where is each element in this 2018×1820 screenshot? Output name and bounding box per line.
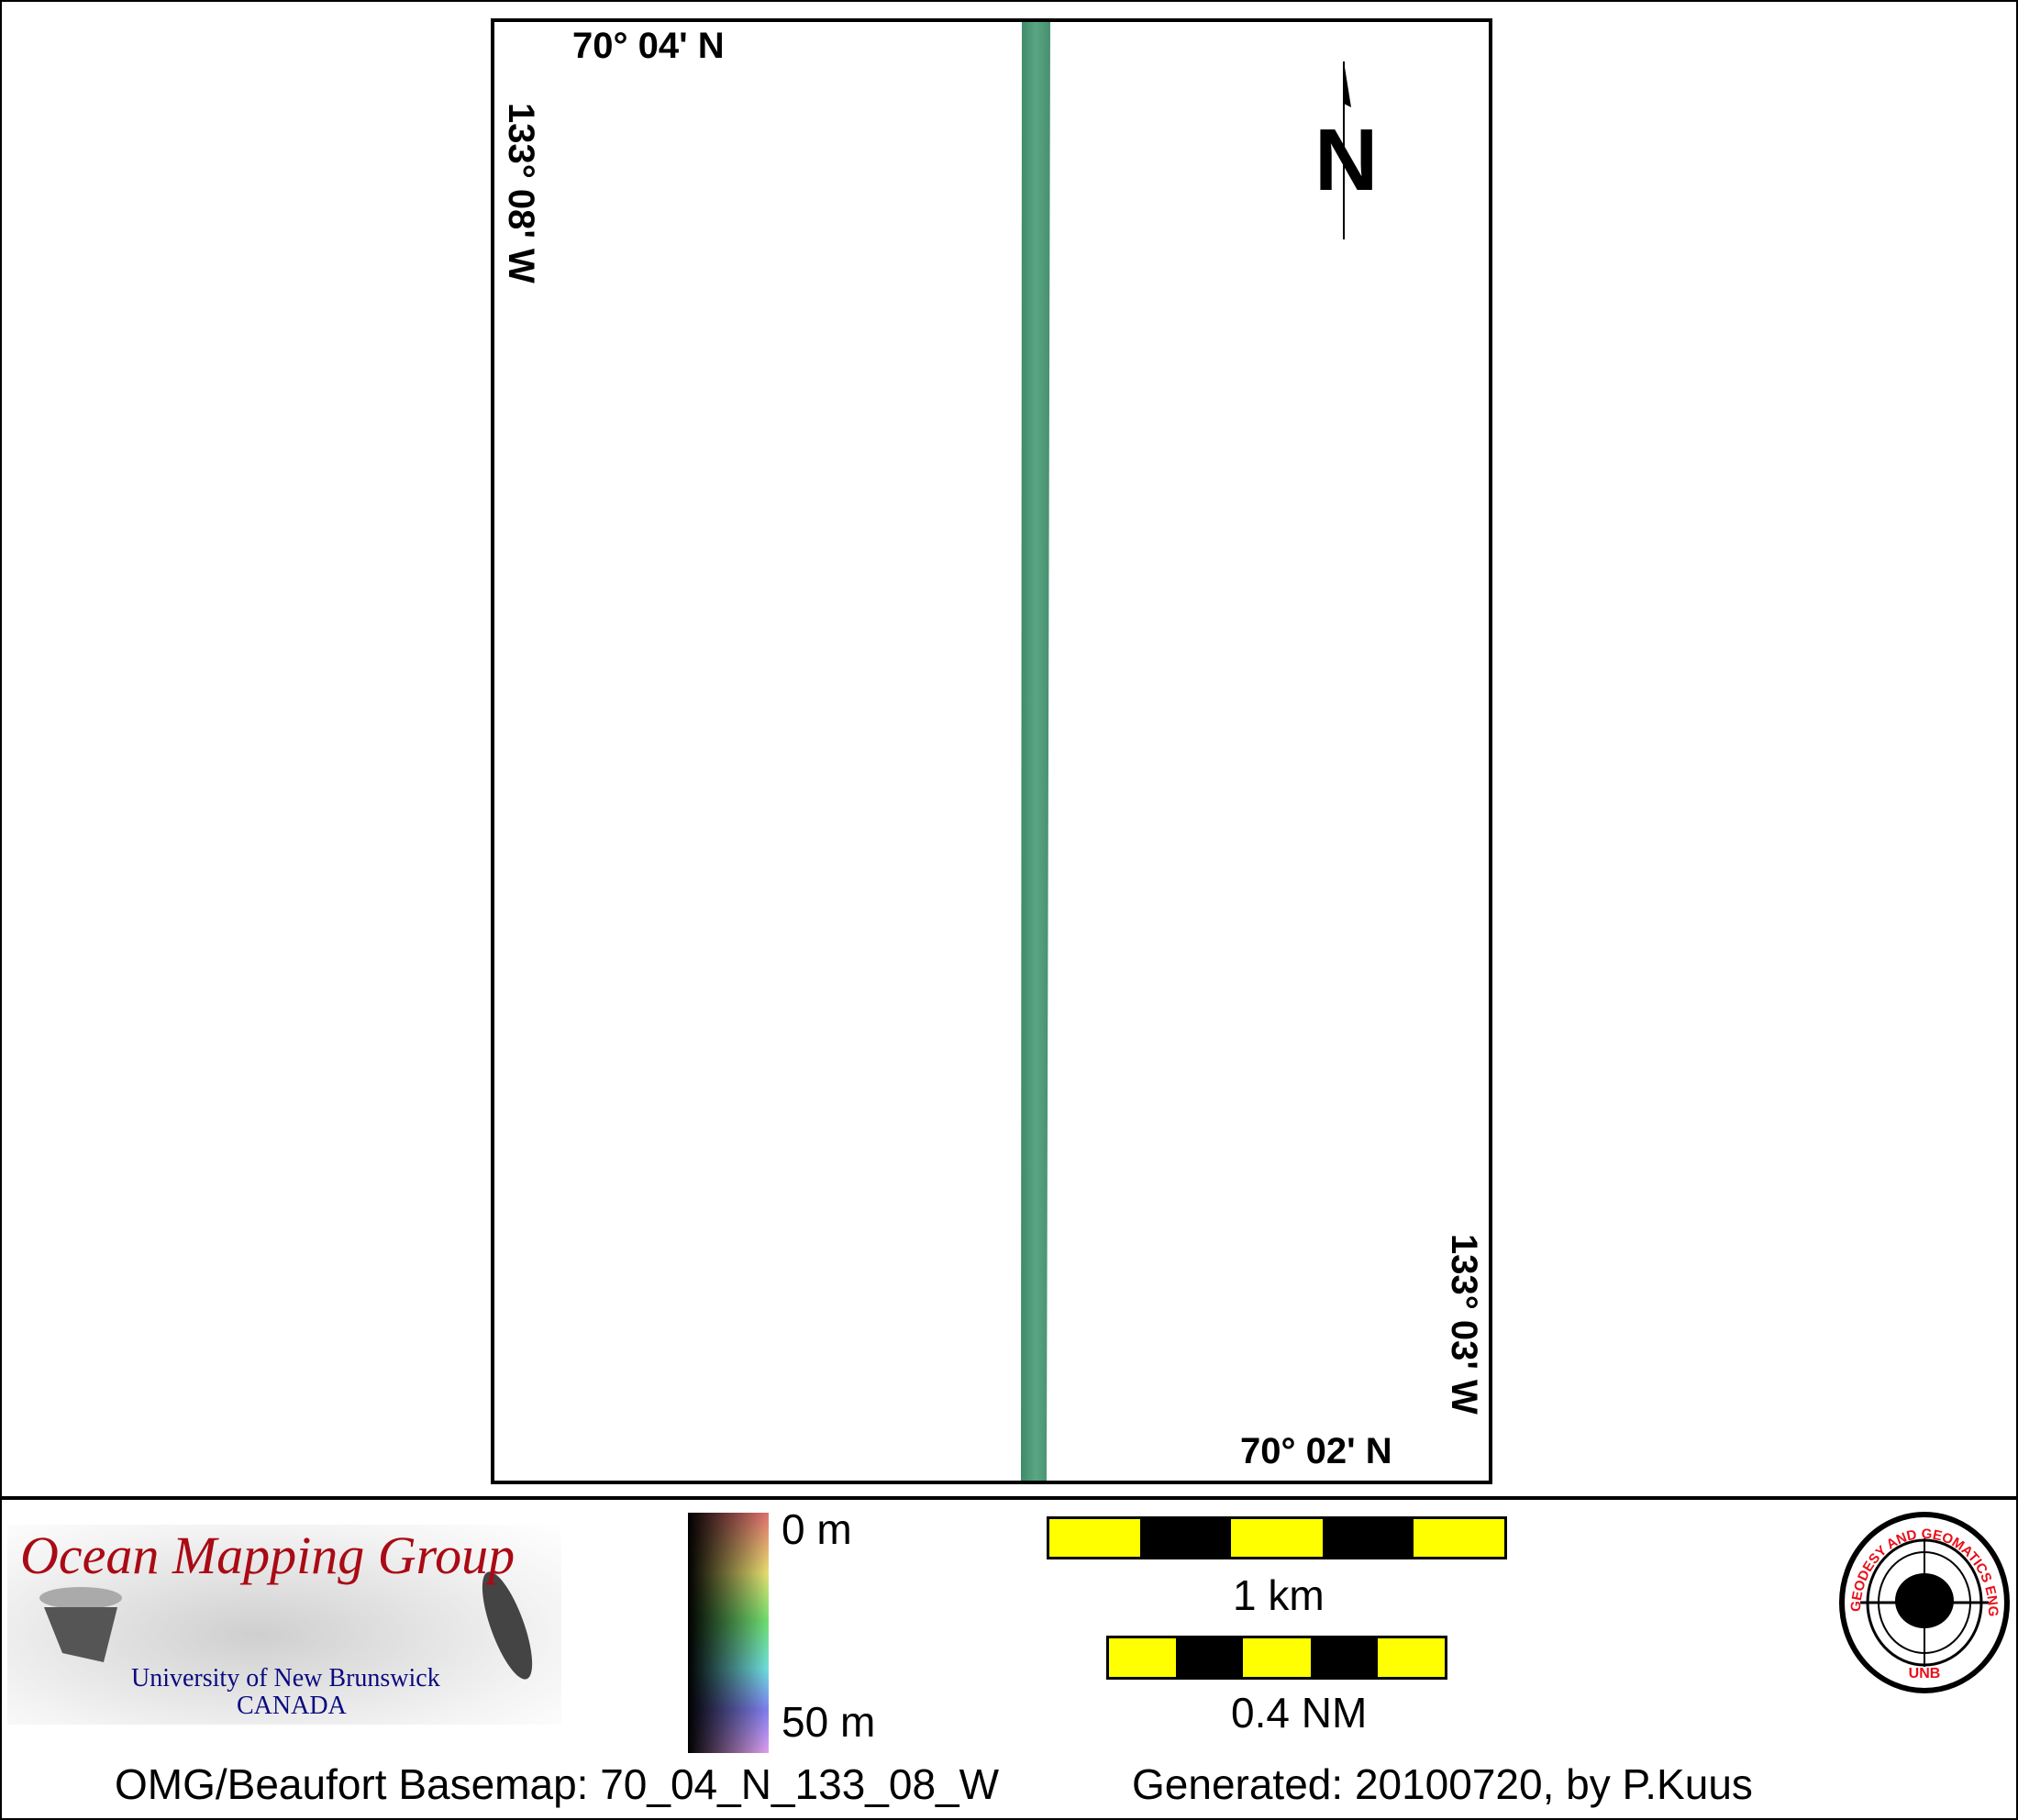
bottom-latitude-label: 70° 02' N <box>1240 1431 1392 1471</box>
logo-university: University of New Brunswick <box>131 1664 440 1692</box>
logo-title: Ocean Mapping Group <box>20 1526 516 1585</box>
top-latitude-label: 70° 04' N <box>572 26 725 66</box>
left-longitude-label: 133° 08' W <box>501 103 541 283</box>
unb-geodesy-seal: GEODESY AND GEOMATICS ENGINEERING UNB <box>1837 1511 2010 1693</box>
scale-km-label: 1 km <box>1233 1571 1325 1619</box>
logo-country: CANADA <box>237 1692 347 1720</box>
right-longitude-label: 133° 03' W <box>1444 1234 1484 1415</box>
depth-colorbar <box>688 1513 769 1753</box>
scale-nm-label: 0.4 NM <box>1231 1689 1368 1737</box>
basemap-footer: OMG/Beaufort Basemap: 70_04_N_133_08_W <box>115 1760 1000 1808</box>
scale-bar-km <box>1047 1516 1507 1559</box>
colorbar-top-label: 0 m <box>782 1505 852 1553</box>
colorbar-bottom-label: 50 m <box>782 1698 876 1746</box>
bathymetry-swath <box>1021 22 1050 1481</box>
seal-bottom-text: UNB <box>1909 1666 1941 1681</box>
omg-logo: Ocean Mapping Group University of New Br… <box>7 1525 561 1725</box>
north-label: N <box>1314 111 1379 209</box>
sonar-vessel-icon <box>39 1571 533 1680</box>
scale-bar-nm <box>1106 1636 1447 1680</box>
map-frame[interactable] <box>491 18 1492 1484</box>
generated-footer: Generated: 20100720, by P.Kuus <box>1132 1760 1753 1808</box>
north-arrow: N <box>1307 60 1380 243</box>
legend-divider <box>0 1496 2018 1500</box>
north-arrow-icon <box>1343 61 1351 239</box>
